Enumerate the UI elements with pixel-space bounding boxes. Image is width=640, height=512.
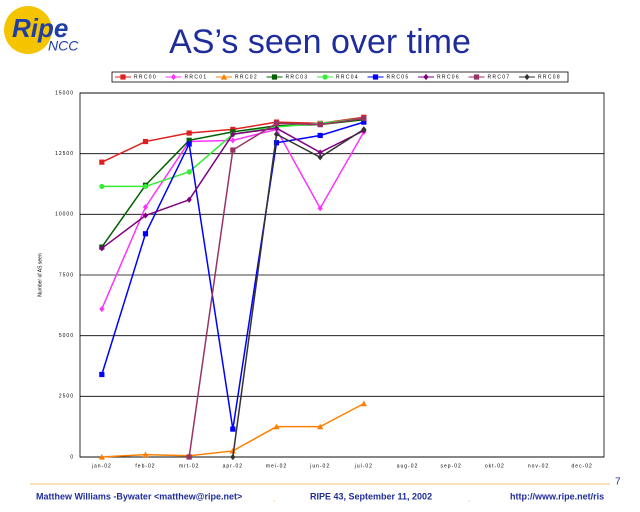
x-tick-label: nov-02 [528,463,549,469]
data-point [273,423,280,430]
data-point [317,423,324,430]
chart-title: AS’s seen over time [169,23,471,61]
legend-marker [322,74,328,80]
data-point [142,183,149,190]
data-point [361,126,367,133]
legend-label: RRC06 [437,74,460,80]
data-point [317,154,323,161]
footer-dot: . [273,493,276,503]
data-point [99,305,105,313]
legend-label: RRC02 [235,74,258,80]
footer-author: Matthew Williams -Bywater <matthew@ripe.… [36,491,242,501]
y-tick-label: 10000 [55,212,74,218]
legend-label: RRC04 [336,74,359,80]
legend-label: RRC05 [387,74,410,80]
y-tick-label: 12500 [55,151,74,157]
data-point [142,138,149,145]
x-tick-label: feb-02 [135,463,155,469]
legend-label: RRC08 [538,74,561,80]
data-point [99,159,105,165]
legend-marker [120,74,126,80]
x-tick-label: okt-02 [485,463,505,469]
logo: Ripe NCC [4,6,79,54]
y-axis-label: Number of AS seen [37,253,43,297]
x-tick-label: sep-02 [441,463,462,469]
legend-label: RRC00 [134,74,157,80]
data-point [230,453,236,461]
page-number: 7 [615,477,621,488]
data-point [273,131,280,138]
y-tick-label: 7500 [59,272,74,278]
x-tick-label: mrt-02 [179,463,199,469]
data-point [360,400,367,407]
data-point [186,130,192,136]
series-line [232,128,365,458]
data-point [317,132,323,139]
data-point [186,196,192,203]
legend-marker [271,74,278,80]
series-line [101,127,365,249]
plot-frame [79,92,605,458]
data-point [317,149,323,156]
footer-event: RIPE 43, September 11, 2002 [310,491,432,501]
x-tick-label: mei-02 [266,463,287,469]
x-tick-label: dec-02 [572,463,593,469]
legend-box [111,71,569,83]
footer-dot: . [468,493,471,503]
x-tick-label: apr-02 [223,463,243,469]
data-point [142,231,149,237]
data-point [142,451,149,458]
data-point [99,183,105,190]
data-point [230,131,236,138]
series-line [188,117,364,458]
y-tick-label: 0 [70,454,74,460]
footer-url: http://www.ripe.net/ris [510,491,604,501]
x-tick-label: jun-02 [309,463,330,469]
legend-marker [473,74,480,80]
legend-label: RRC03 [286,74,309,80]
logo-sub: NCC [48,38,79,54]
data-point [99,371,105,378]
data-point [186,454,192,460]
x-tick-label: aug-02 [397,463,419,469]
data-point [273,120,280,126]
data-point [361,119,367,125]
x-tick-label: jan-02 [91,463,112,469]
data-point [230,147,236,153]
y-tick-label: 2500 [59,394,74,400]
legend-marker [524,73,530,81]
legend-label: RRC01 [185,74,208,80]
data-point [273,125,280,132]
data-point [99,245,105,252]
legend-marker [372,74,379,80]
data-point [186,169,192,175]
logo-name: Ripe [12,13,68,43]
legend-marker [220,73,228,80]
data-point [186,137,192,143]
data-point [361,115,367,122]
logo-circle [4,6,52,54]
data-point [229,447,236,454]
legend-marker [423,73,429,81]
legend-marker [170,73,177,81]
y-tick-label: 5000 [59,333,74,339]
x-tick-label: jul-02 [354,463,373,469]
data-point [98,453,105,460]
y-tick-label: 15000 [55,90,74,96]
data-point [273,140,280,146]
data-point [230,426,236,432]
data-point [230,137,236,144]
data-point [142,203,149,211]
series-line [101,121,365,430]
data-point [186,141,192,147]
legend-label: RRC07 [488,74,511,80]
data-point [142,212,149,219]
data-point [317,121,323,128]
data-point [317,205,323,212]
